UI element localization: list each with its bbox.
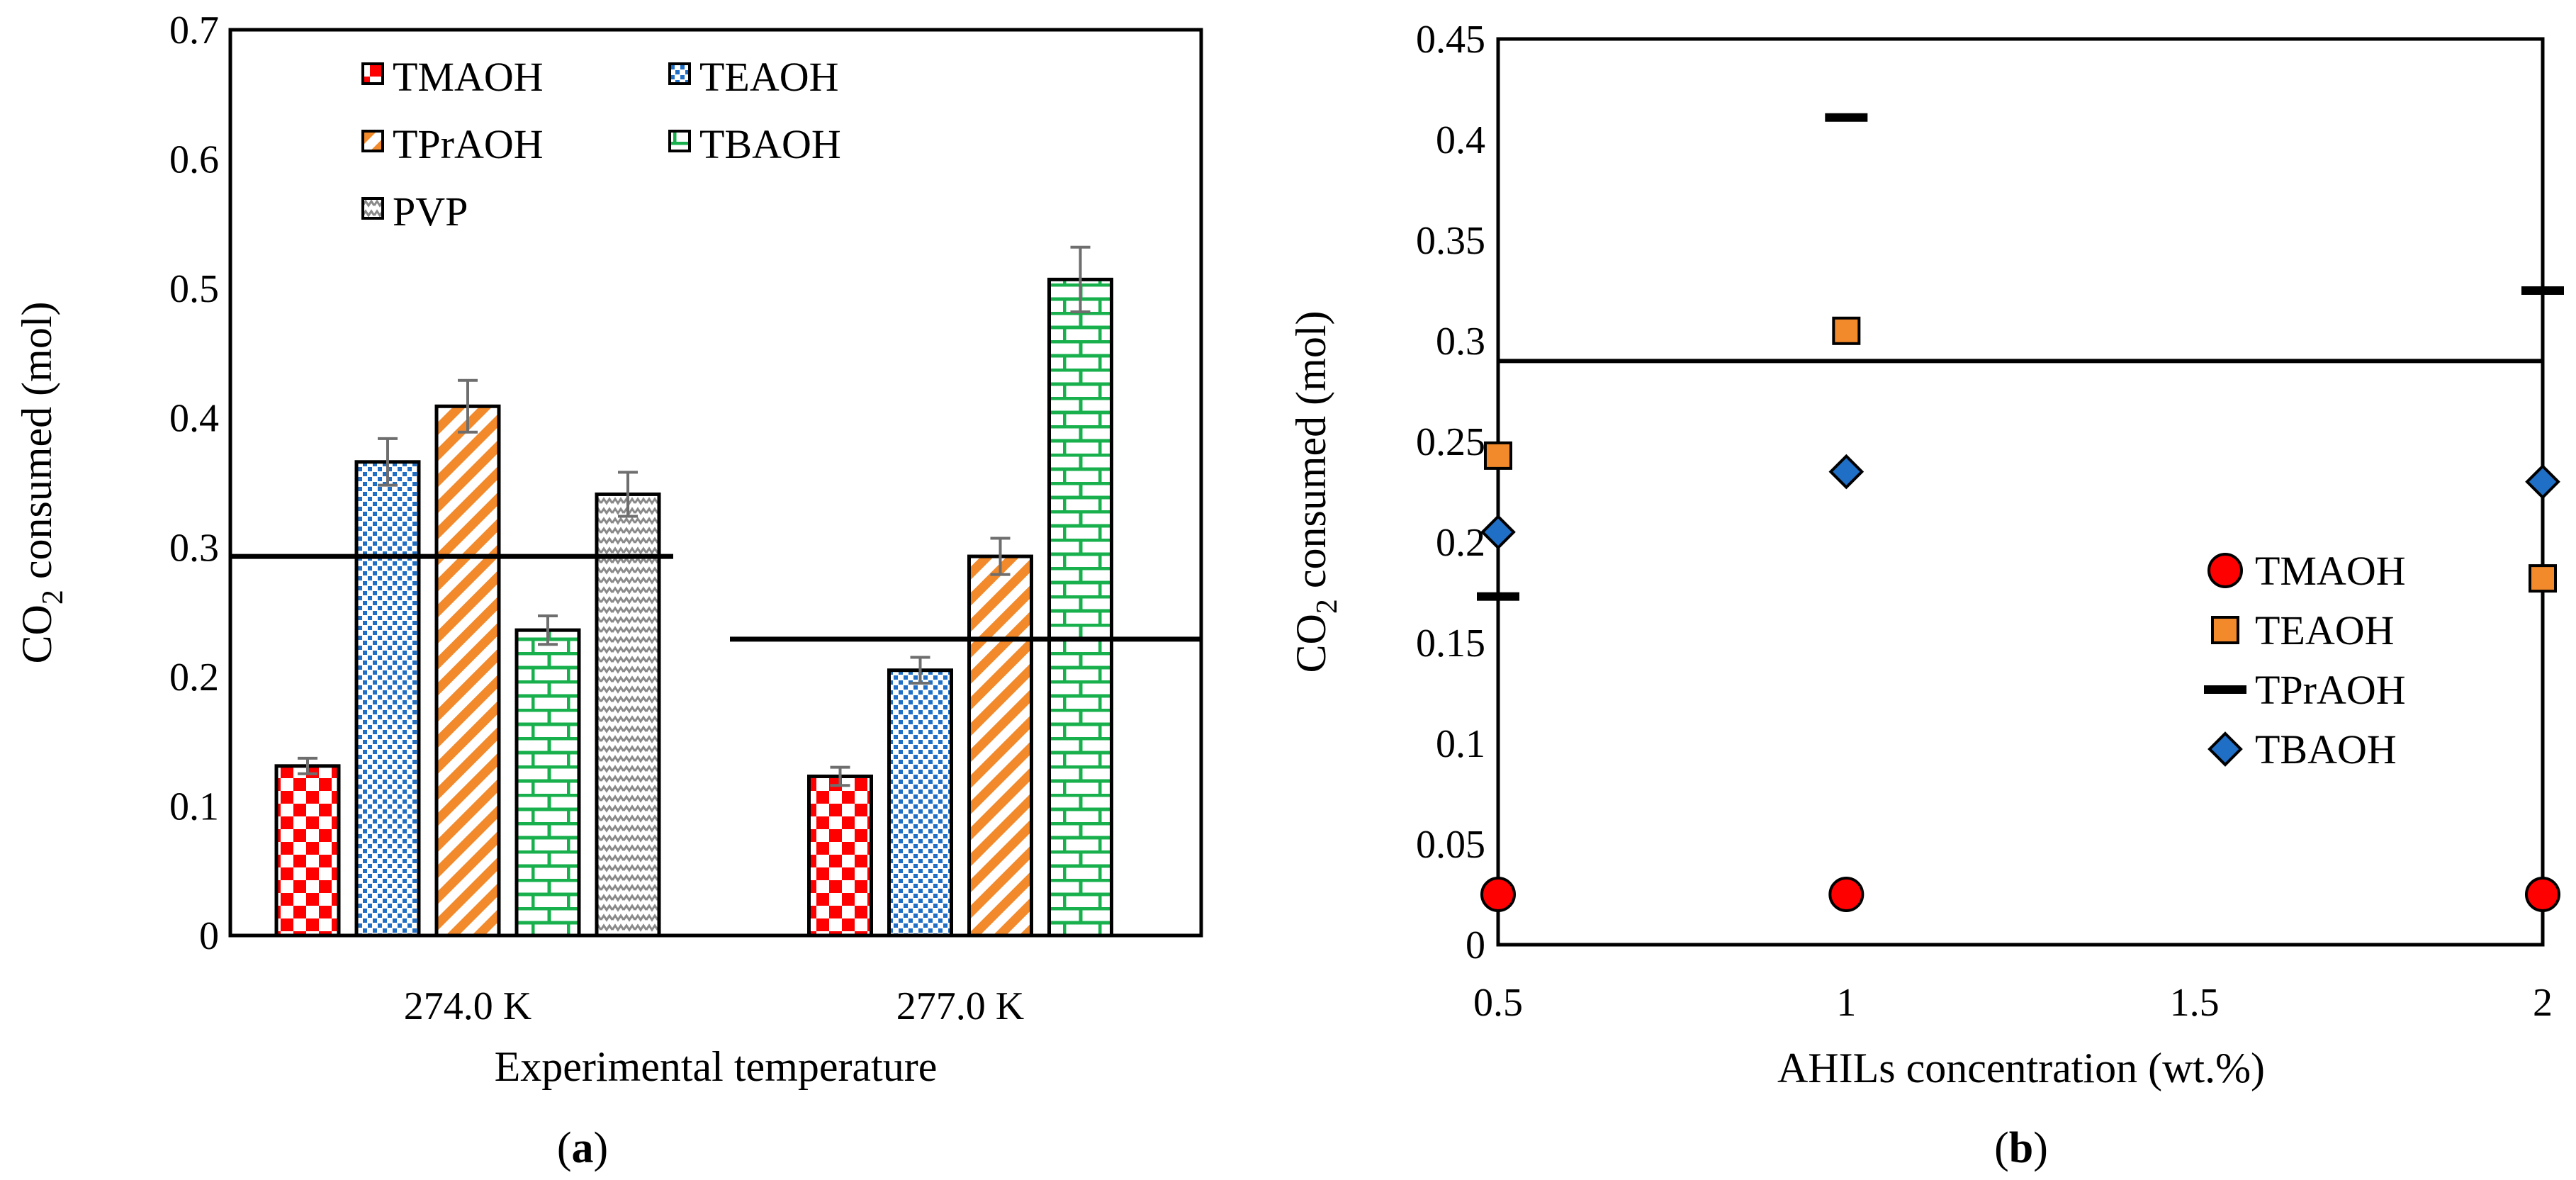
plot-frame-b xyxy=(1496,37,2545,947)
bar-tbaoh xyxy=(1047,277,1113,938)
legend-label-tpraoh: TPrAOH xyxy=(393,121,544,167)
data-point-tmaoh xyxy=(1480,877,1516,912)
data-point-teaoh xyxy=(2529,564,2557,593)
bar-tmaoh xyxy=(274,764,341,938)
legend-swatch-tbaoh xyxy=(668,130,691,152)
x-tick-label-b: 1.5 xyxy=(2170,981,2220,1025)
x-axis-categories-a: 274.0 K 277.0 K xyxy=(404,984,1024,1028)
bar-tpraoh xyxy=(967,554,1033,938)
data-point-tmaoh xyxy=(2525,877,2560,912)
y-tick-label-b: 0.3 xyxy=(1436,320,1485,364)
y-tick-label-a: 0.1 xyxy=(169,785,219,828)
x-tick-label-b: 2 xyxy=(2533,981,2553,1025)
plot-frame-a xyxy=(228,28,1203,938)
bar-teaoh xyxy=(354,460,421,938)
bar-series-a xyxy=(274,245,1113,938)
panel-label-b: (b) xyxy=(1994,1124,2048,1172)
legend-label-tmaoh: TMAOH xyxy=(2255,548,2406,594)
data-point-tpraoh xyxy=(1825,113,1868,122)
legend-label-tmaoh: TMAOH xyxy=(393,54,544,100)
x-tick-label-a: 277.0 K xyxy=(896,984,1024,1028)
y-tick-label-b: 0.05 xyxy=(1416,823,1485,867)
legend-b: TMAOH TEAOH TPrAOH TBAOH xyxy=(2204,548,2406,772)
data-point-tpraoh xyxy=(1477,592,1519,601)
legend-marker-tbaoh xyxy=(2207,731,2243,767)
data-point-tbaoh xyxy=(1828,454,1864,490)
y-tick-label-b: 0.15 xyxy=(1416,622,1485,665)
y-tick-label-b: 0.35 xyxy=(1416,219,1485,263)
legend-marker-tpraoh xyxy=(2204,685,2246,694)
data-point-teaoh xyxy=(1484,441,1512,470)
legend-label-teaoh: TEAOH xyxy=(2255,607,2395,653)
x-tick-label-a: 274.0 K xyxy=(404,984,531,1028)
legend-swatch-teaoh xyxy=(668,62,691,85)
bar-tpraoh xyxy=(434,404,501,938)
y-axis-label-a: CO2 consumed (mol) xyxy=(13,302,69,664)
scatter-chart-panel-b: 0 0.05 0.1 0.15 0.2 0.25 0.3 0.35 0.4 0.45 0.5 1 1.… xyxy=(1288,18,2564,1172)
legend-a: TMAOH TEAOH TPrAOH TBAOH PVP xyxy=(361,54,841,235)
legend-swatch-tpraoh xyxy=(361,130,384,152)
x-axis-label-b: AHILs concentration (wt.%) xyxy=(1777,1045,2265,1091)
panel-label-a: (a) xyxy=(557,1124,608,1172)
x-tick-label-b: 1 xyxy=(1836,981,1856,1025)
legend-marker-tmaoh xyxy=(2207,553,2243,588)
scatter-points-b xyxy=(1477,113,2564,912)
reference-lines-a xyxy=(230,554,1201,642)
y-tick-label-a: 0 xyxy=(199,914,219,958)
data-point-tbaoh xyxy=(1480,514,1516,550)
y-tick-label-b: 0.4 xyxy=(1436,118,1485,162)
y-tick-label-a: 0.4 xyxy=(169,397,219,441)
data-point-tmaoh xyxy=(1828,877,1864,912)
legend-label-teaoh: TEAOH xyxy=(699,54,839,100)
legend-swatch-pvp xyxy=(361,197,384,220)
y-tick-label-b: 0.45 xyxy=(1416,18,1485,62)
bar-tbaoh xyxy=(514,628,581,938)
data-point-tbaoh xyxy=(2525,463,2560,500)
y-axis-ticks-b: 0 0.05 0.1 0.15 0.2 0.25 0.3 0.35 0.4 0.45 xyxy=(1416,18,1485,967)
bar-pvp xyxy=(595,492,661,938)
y-tick-label-a: 0.3 xyxy=(169,526,219,570)
y-axis-ticks-a: 0 0.1 0.2 0.3 0.4 0.5 0.6 0.7 xyxy=(169,9,219,958)
data-point-teaoh xyxy=(1832,316,1861,345)
y-tick-label-a: 0.2 xyxy=(169,656,219,699)
y-tick-label-b: 0.2 xyxy=(1436,521,1485,565)
y-tick-label-b: 0.1 xyxy=(1436,722,1485,766)
x-tick-label-b: 0.5 xyxy=(1473,981,1523,1025)
bar-tmaoh xyxy=(807,774,873,938)
data-point-tpraoh xyxy=(2521,286,2564,295)
y-tick-label-b: 0.25 xyxy=(1416,420,1485,464)
legend-label-tpraoh: TPrAOH xyxy=(2255,667,2406,713)
legend-label-tbaoh: TBAOH xyxy=(699,121,841,167)
legend-label-pvp: PVP xyxy=(393,189,468,235)
y-tick-label-a: 0.7 xyxy=(169,9,219,52)
legend-marker-teaoh xyxy=(2211,616,2239,644)
x-axis-label-a: Experimental temperature xyxy=(495,1043,938,1090)
y-axis-label-b: CO2 consumed (mol) xyxy=(1288,311,1344,673)
y-tick-label-a: 0.6 xyxy=(169,138,219,182)
legend-label-tbaoh: TBAOH xyxy=(2255,726,2397,772)
y-tick-label-a: 0.5 xyxy=(169,267,219,311)
legend-swatch-tmaoh xyxy=(361,62,384,85)
bar-teaoh xyxy=(887,668,953,938)
x-axis-ticks-b: 0.5 1 1.5 2 xyxy=(1473,981,2553,1025)
y-tick-label-b: 0 xyxy=(1466,923,1485,967)
